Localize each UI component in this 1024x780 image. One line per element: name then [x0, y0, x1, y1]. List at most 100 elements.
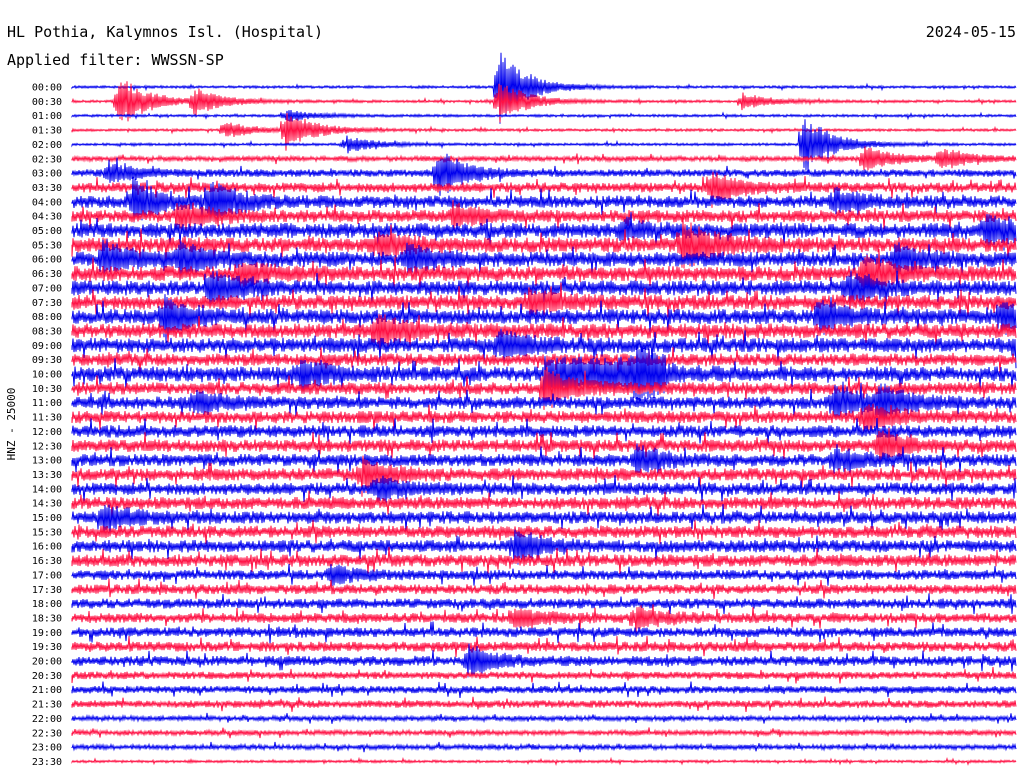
- row-time-label: 00:00: [32, 83, 62, 94]
- seismic-trace: [71, 314, 1017, 350]
- seismic-trace: [71, 529, 1017, 565]
- seismic-trace: [71, 741, 1017, 753]
- seismic-trace: [71, 490, 1017, 517]
- seismic-trace: [71, 635, 1017, 658]
- seismic-trace: [71, 455, 1017, 497]
- row-time-label: 09:00: [32, 341, 62, 352]
- seismic-trace: [71, 756, 1017, 767]
- seismic-trace: [71, 681, 1017, 698]
- seismic-trace: [71, 504, 1017, 535]
- seismic-trace: [71, 643, 1017, 678]
- seismic-trace: [71, 475, 1017, 504]
- row-time-label: 21:00: [32, 685, 62, 696]
- row-time-label: 23:00: [32, 743, 62, 754]
- row-time-label: 11:30: [32, 413, 62, 424]
- row-time-label: 00:30: [32, 97, 62, 108]
- row-time-label: 02:30: [32, 154, 62, 165]
- row-time-label: 12:30: [32, 441, 62, 452]
- seismic-trace: [71, 667, 1017, 684]
- seismic-trace: [71, 200, 1017, 233]
- seismic-trace: [71, 153, 1017, 196]
- row-time-label: 23:30: [32, 757, 62, 768]
- seismic-trace: [71, 146, 1017, 171]
- row-time-label: 19:30: [32, 642, 62, 653]
- row-time-label: 09:30: [32, 355, 62, 366]
- row-time-label: 14:30: [32, 499, 62, 510]
- row-time-label: 04:30: [32, 212, 62, 223]
- seismic-trace: [71, 212, 1017, 251]
- seismic-trace: [71, 248, 1017, 294]
- seismic-trace: [71, 52, 1017, 124]
- seismic-trace: [71, 593, 1017, 615]
- row-time-label: 20:00: [32, 657, 62, 668]
- row-time-label: 07:00: [32, 283, 62, 294]
- row-time-label: 01:00: [32, 111, 62, 122]
- row-time-label: 16:00: [32, 542, 62, 553]
- seismic-trace: [71, 112, 1017, 151]
- row-time-label: 01:30: [32, 126, 62, 137]
- row-time-label: 12:00: [32, 427, 62, 438]
- seismic-trace: [71, 546, 1017, 575]
- row-time-label: 20:30: [32, 671, 62, 682]
- row-time-label: 18:30: [32, 613, 62, 624]
- seismic-trace: [71, 381, 1017, 421]
- seismic-trace: [71, 81, 1017, 123]
- date-label: 2024-05-15: [926, 23, 1016, 41]
- row-time-label: 18:00: [32, 599, 62, 610]
- row-time-label: 17:00: [32, 570, 62, 581]
- row-time-label: 02:00: [32, 140, 62, 151]
- seismic-trace: [71, 270, 1017, 307]
- row-time-label: 13:00: [32, 456, 62, 467]
- seismic-trace: [71, 443, 1017, 476]
- row-time-label: 17:30: [32, 585, 62, 596]
- row-time-label: 11:00: [32, 398, 62, 409]
- row-time-label: 05:30: [32, 240, 62, 251]
- row-time-label: 08:30: [32, 326, 62, 337]
- seismic-trace: [71, 176, 1017, 223]
- seismic-trace: [71, 347, 1017, 374]
- row-time-label: 22:30: [32, 728, 62, 739]
- seismic-trace: [71, 171, 1017, 208]
- seismic-trace: [71, 282, 1017, 319]
- y-axis-label: HNZ - 25000: [5, 388, 18, 461]
- seismic-trace: [71, 328, 1017, 369]
- seismic-trace: [71, 109, 1017, 122]
- seismic-trace: [71, 604, 1017, 634]
- row-time-label: 06:00: [32, 255, 62, 266]
- row-time-label: 03:00: [32, 169, 62, 180]
- row-time-label: 19:00: [32, 628, 62, 639]
- row-time-label: 10:30: [32, 384, 62, 395]
- row-time-label: 06:30: [32, 269, 62, 280]
- seismic-trace: [71, 427, 1017, 462]
- seismic-trace: [71, 520, 1017, 545]
- row-time-label: 03:30: [32, 183, 62, 194]
- seismic-trace: [71, 696, 1017, 713]
- seismic-trace: [71, 403, 1017, 434]
- filter-label: Applied filter: WWSSN-SP: [7, 51, 224, 69]
- seismic-trace: [71, 119, 1017, 172]
- seismic-trace: [71, 621, 1017, 644]
- seismic-trace: [71, 367, 1017, 410]
- row-time-label: 21:30: [32, 700, 62, 711]
- row-time-label: 05:00: [32, 226, 62, 237]
- row-time-label: 13:30: [32, 470, 62, 481]
- row-time-label: 04:00: [32, 197, 62, 208]
- seismic-trace: [71, 727, 1017, 739]
- row-time-label: 16:30: [32, 556, 62, 567]
- row-time-label: 15:00: [32, 513, 62, 524]
- seismic-trace: [71, 564, 1017, 586]
- seismic-trace: [71, 294, 1017, 344]
- row-time-label: 22:00: [32, 714, 62, 725]
- trace-rows: 00:00 00:30 01:00 01:30 02:00 02:30 03:00 03:30…: [32, 52, 1017, 768]
- row-time-label: 14:00: [32, 484, 62, 495]
- row-time-label: 08:00: [32, 312, 62, 323]
- seismic-trace: [71, 712, 1017, 724]
- seismic-trace: [71, 239, 1017, 280]
- row-time-label: 15:30: [32, 527, 62, 538]
- station-title: HL Pothia, Kalymnos Isl. (Hospital): [7, 23, 323, 41]
- row-time-label: 07:30: [32, 298, 62, 309]
- seismic-trace: [71, 417, 1017, 445]
- row-time-label: 10:00: [32, 370, 62, 381]
- seismic-trace: [71, 578, 1017, 600]
